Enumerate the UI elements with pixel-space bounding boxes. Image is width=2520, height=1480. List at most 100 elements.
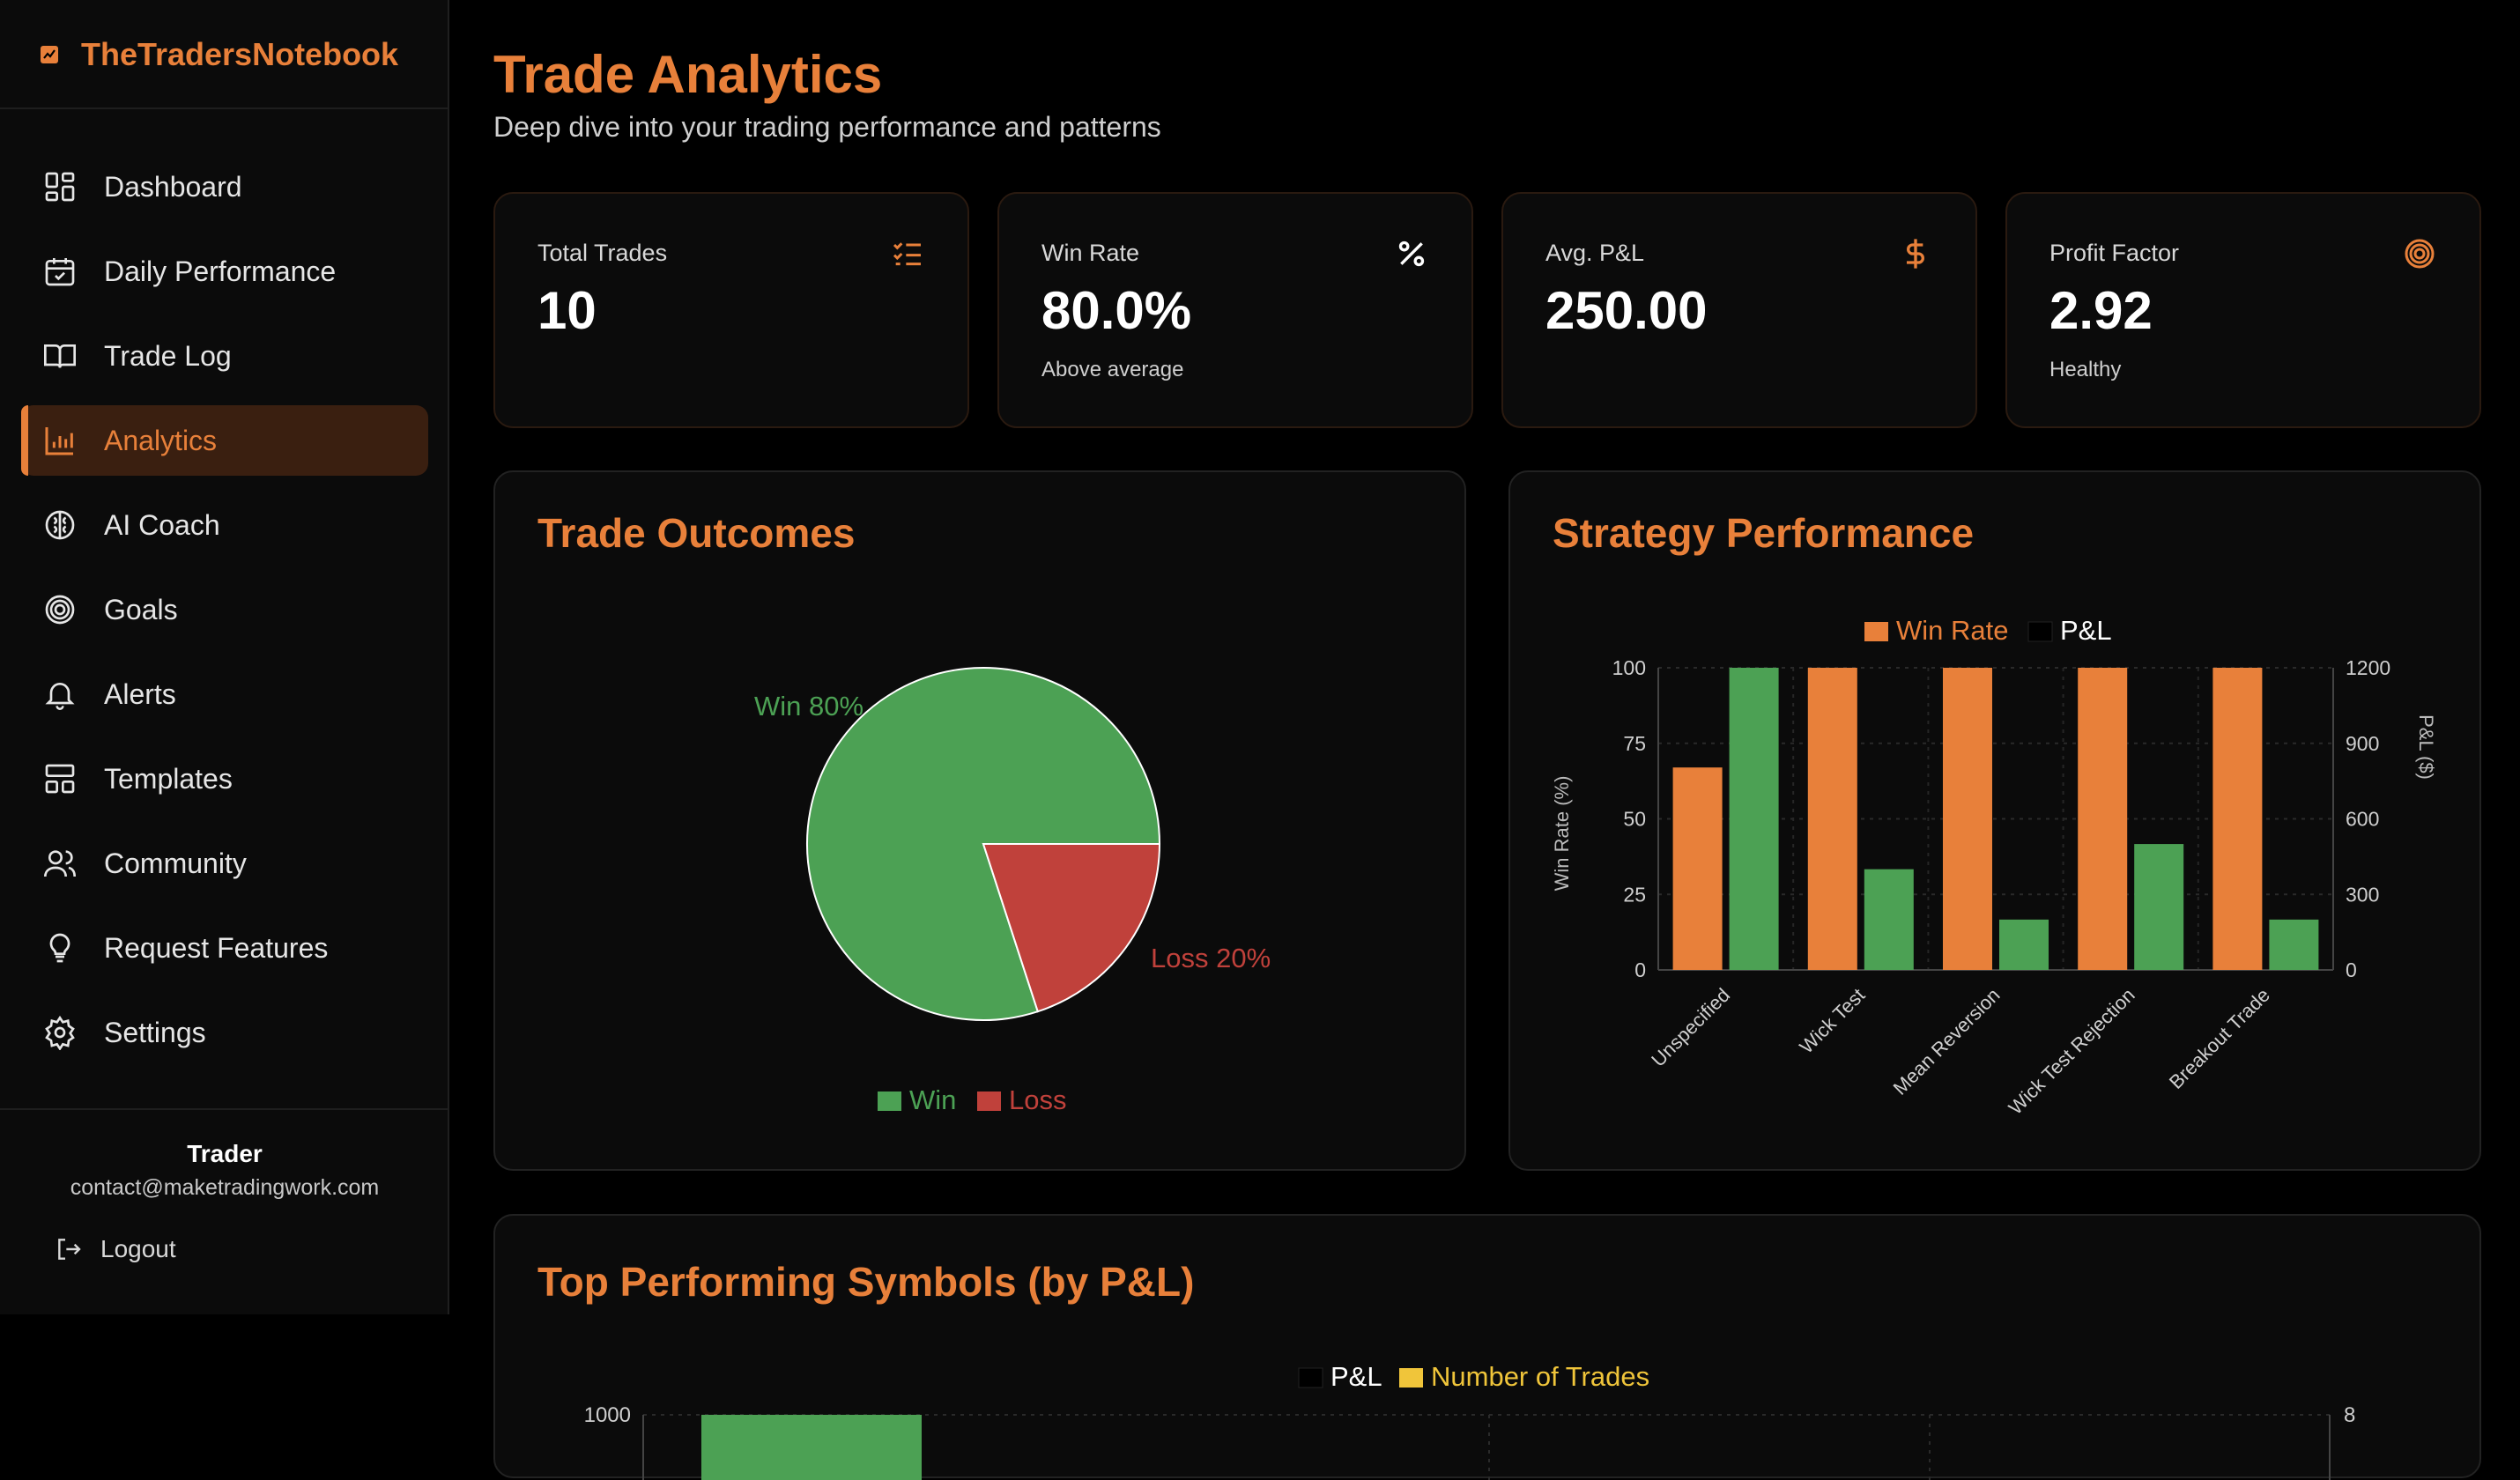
sidebar-item-settings[interactable]: Settings bbox=[21, 997, 428, 1068]
y2-tick-label: 600 bbox=[2346, 808, 2379, 831]
bar-win-rate[interactable] bbox=[2212, 668, 2263, 970]
pie-slice-loss[interactable] bbox=[982, 843, 1161, 1013]
y-axis-label: Win Rate (%) bbox=[1551, 776, 1573, 892]
brand-name: TheTradersNotebook bbox=[81, 36, 399, 72]
trade-outcomes-chart: Win 80% Loss 20% Win Loss bbox=[754, 667, 1271, 1115]
sidebar-item-label: Goals bbox=[104, 593, 178, 625]
target-icon bbox=[45, 595, 75, 625]
calendar-icon bbox=[45, 258, 75, 286]
x-tick-label: Unspecified bbox=[1647, 984, 1734, 1071]
trade-outcomes-panel: Trade Outcomes Win 80% Loss 20% Win Loss bbox=[493, 470, 1466, 1171]
stat-subtext: Above average bbox=[1041, 358, 1184, 381]
notebook-logo-icon bbox=[41, 46, 58, 63]
stat-label: Profit Factor bbox=[2049, 240, 2180, 266]
bar-pnl[interactable] bbox=[1999, 919, 2049, 970]
legend-label-win[interactable]: Win bbox=[909, 1084, 956, 1115]
bar-pnl[interactable] bbox=[1729, 668, 1779, 970]
x-tick-label: Wick Test Rejection bbox=[2005, 984, 2139, 1119]
sidebar-item-goals[interactable]: Goals bbox=[21, 574, 428, 645]
sidebar-item-alerts[interactable]: Alerts bbox=[21, 659, 428, 729]
divider bbox=[0, 1108, 448, 1110]
bar-pnl[interactable] bbox=[2134, 844, 2184, 970]
bar-pnl[interactable] bbox=[1864, 869, 1914, 970]
y-tick-label: 50 bbox=[1623, 808, 1646, 831]
layout-icon bbox=[45, 764, 75, 794]
stat-card-avg-pnl: Avg. P&L 250.00 bbox=[1501, 192, 1977, 428]
sidebar-item-label: Templates bbox=[104, 762, 233, 795]
y-tick-label: 75 bbox=[1623, 732, 1646, 755]
sidebar-item-analytics[interactable]: Analytics bbox=[21, 405, 428, 476]
y2-tick-label: 0 bbox=[2346, 958, 2357, 981]
x-tick-label: Wick Test bbox=[1795, 984, 1869, 1058]
legend-label-trades[interactable]: Number of Trades bbox=[1431, 1361, 1649, 1392]
y2-tick-top: 8 bbox=[2344, 1403, 2355, 1427]
brain-icon bbox=[45, 510, 75, 540]
legend-swatch-pnl bbox=[2027, 621, 2053, 642]
sidebar-item-label: Community bbox=[104, 847, 247, 879]
legend-swatch-trades bbox=[1399, 1368, 1423, 1388]
brand[interactable]: TheTradersNotebook bbox=[39, 30, 398, 79]
legend-label-pnl[interactable]: P&L bbox=[2060, 615, 2112, 646]
y-tick-label: 100 bbox=[1612, 656, 1646, 679]
sidebar-item-dashboard[interactable]: Dashboard bbox=[21, 152, 428, 222]
bar-win-rate[interactable] bbox=[1672, 767, 1723, 970]
legend-label-pnl[interactable]: P&L bbox=[1330, 1361, 1382, 1392]
stat-label: Avg. P&L bbox=[1545, 240, 1645, 266]
legend-swatch-win-rate bbox=[1864, 622, 1888, 641]
sidebar-item-label: Daily Performance bbox=[104, 255, 337, 287]
sidebar-item-label: Dashboard bbox=[104, 170, 242, 203]
pie-label-win: Win 80% bbox=[754, 691, 863, 722]
x-tick-label: Mean Reversion bbox=[1889, 984, 2005, 1099]
legend-label-win-rate[interactable]: Win Rate bbox=[1896, 615, 2008, 646]
stat-label: Win Rate bbox=[1041, 240, 1140, 266]
dashboard-icon bbox=[45, 172, 75, 202]
bar-pnl[interactable] bbox=[701, 1415, 922, 1480]
stat-value: 250.00 bbox=[1545, 281, 1708, 340]
y-tick-top: 1000 bbox=[584, 1403, 631, 1427]
stat-card-profit-factor: Profit Factor 2.92 Healthy bbox=[2005, 192, 2481, 428]
bar-win-rate[interactable] bbox=[2078, 668, 2128, 970]
bar-pnl[interactable] bbox=[2269, 919, 2319, 970]
bar-win-rate[interactable] bbox=[1807, 668, 1857, 970]
user-email: contact@maketradingwork.com bbox=[70, 1175, 380, 1200]
panel-title: Strategy Performance bbox=[1553, 510, 1975, 556]
sidebar-item-ai-coach[interactable]: AI Coach bbox=[21, 490, 428, 560]
sidebar-item-request-features[interactable]: Request Features bbox=[21, 913, 428, 983]
y-tick-label: 0 bbox=[1634, 958, 1646, 981]
pie-label-loss: Loss 20% bbox=[1151, 943, 1271, 973]
sidebar-item-community[interactable]: Community bbox=[21, 828, 428, 899]
sidebar-item-trade-log[interactable]: Trade Log bbox=[21, 321, 428, 391]
stat-card-win-rate: Win Rate 80.0% Above average bbox=[997, 192, 1473, 428]
sidebar-nav: Dashboard Daily Performance Trade Log An… bbox=[21, 152, 428, 1082]
legend-swatch-loss bbox=[977, 1092, 1001, 1111]
bar-chart-icon bbox=[45, 427, 73, 455]
target-icon bbox=[2405, 239, 2435, 269]
top-symbols-panel: Top Performing Symbols (by P&L) P&L Numb… bbox=[493, 1214, 2481, 1480]
user-name: Trader bbox=[187, 1140, 263, 1167]
logout-button[interactable]: Logout bbox=[55, 1235, 176, 1263]
y2-tick-label: 1200 bbox=[2346, 656, 2390, 679]
legend-swatch-win bbox=[878, 1092, 901, 1111]
divider bbox=[0, 107, 448, 109]
book-icon bbox=[44, 344, 76, 368]
sidebar-item-label: Settings bbox=[104, 1016, 206, 1048]
panel-title: Trade Outcomes bbox=[537, 510, 856, 556]
stat-subtext: Healthy bbox=[2049, 358, 2122, 381]
stat-value: 2.92 bbox=[2049, 281, 2153, 340]
sidebar-item-daily-performance[interactable]: Daily Performance bbox=[21, 236, 428, 307]
page-subtitle: Deep dive into your trading performance … bbox=[493, 111, 1161, 143]
list-check-icon bbox=[893, 242, 921, 266]
y2-tick-label: 900 bbox=[2346, 732, 2379, 755]
x-tick-label: Breakout Trade bbox=[2165, 984, 2274, 1093]
stat-label: Total Trades bbox=[537, 240, 668, 266]
y-tick-label: 25 bbox=[1623, 883, 1646, 906]
legend-label-loss[interactable]: Loss bbox=[1009, 1084, 1066, 1115]
sidebar-item-label: Trade Log bbox=[104, 339, 232, 372]
top-symbols-chart: P&L Number of Trades 1000 8 bbox=[584, 1361, 2355, 1480]
percent-icon bbox=[1398, 240, 1425, 267]
stat-value: 80.0% bbox=[1041, 281, 1192, 340]
sidebar-item-templates[interactable]: Templates bbox=[21, 744, 428, 814]
bar-win-rate[interactable] bbox=[1943, 668, 1992, 970]
sidebar-item-label: AI Coach bbox=[104, 508, 220, 541]
sidebar-item-label: Alerts bbox=[104, 677, 176, 710]
